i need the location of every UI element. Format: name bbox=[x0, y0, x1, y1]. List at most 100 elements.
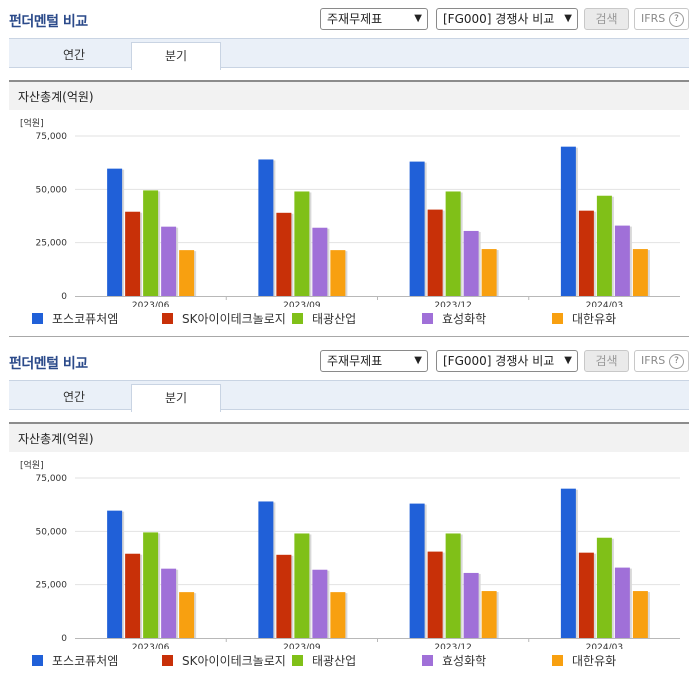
bar bbox=[179, 250, 195, 296]
legend-item[interactable]: 태광산업 bbox=[292, 310, 356, 327]
x-tick-label: 2023/12 bbox=[434, 301, 471, 307]
page-title: 펀더멘털 비교 bbox=[9, 356, 88, 372]
bar bbox=[560, 488, 576, 638]
chevron-down-icon: ▼ bbox=[414, 13, 422, 24]
legend-label: 효성화학 bbox=[442, 654, 487, 668]
y-tick-label: 25,000 bbox=[36, 581, 68, 591]
search-button[interactable]: 검색 bbox=[584, 350, 629, 372]
bar bbox=[330, 592, 346, 638]
divider bbox=[9, 336, 689, 337]
ifrs-label: IFRS bbox=[641, 12, 666, 25]
chevron-down-icon: ▼ bbox=[564, 13, 572, 24]
legend-item[interactable]: 대한유화 bbox=[552, 652, 616, 669]
bar bbox=[294, 533, 310, 638]
bar bbox=[596, 537, 612, 638]
y-unit-label: [억원] bbox=[20, 459, 44, 471]
legend-label: SK아이이테크놀로지 bbox=[182, 312, 286, 326]
bar bbox=[312, 227, 328, 296]
x-tick-label: 2023/12 bbox=[434, 643, 471, 649]
x-tick-label: 2023/09 bbox=[283, 643, 321, 649]
legend-label: 대한유화 bbox=[572, 312, 617, 326]
asset-bar-chart: [억원] 75,000 50,000 25,000 0 2023/06 2023/09 202… bbox=[20, 117, 680, 307]
legend-label: 대한유화 bbox=[572, 654, 617, 668]
bar bbox=[143, 532, 159, 638]
legend-item[interactable]: 포스코퓨처엠 bbox=[32, 310, 118, 327]
y-tick-label: 50,000 bbox=[36, 185, 68, 195]
bar bbox=[258, 159, 274, 296]
legend-label: 태광산업 bbox=[312, 312, 357, 326]
legend-swatch bbox=[162, 655, 173, 666]
bar bbox=[614, 225, 630, 296]
compare-select[interactable]: [FG000] 경쟁사 비교 ▼ bbox=[436, 8, 578, 30]
bar bbox=[427, 209, 443, 296]
bar bbox=[312, 569, 328, 638]
legend-swatch bbox=[422, 655, 433, 666]
legend-item[interactable]: 포스코퓨처엠 bbox=[32, 652, 118, 669]
ifrs-button[interactable]: IFRS ? bbox=[634, 8, 689, 30]
legend-item[interactable]: SK아이이테크놀로지 bbox=[162, 310, 286, 327]
legend-swatch bbox=[552, 655, 563, 666]
panel-header: 펀더멘털 비교 주재무제표 ▼ [FG000] 경쟁사 비교 ▼ 검색 IFRS… bbox=[0, 342, 696, 380]
tab-quarterly[interactable]: 분기 bbox=[131, 42, 221, 70]
legend-swatch bbox=[162, 313, 173, 324]
legend-label: 효성화학 bbox=[442, 312, 487, 326]
statement-select-value: 주재무제표 bbox=[327, 354, 383, 368]
y-unit-label: [억원] bbox=[20, 117, 44, 129]
y-tick-label: 75,000 bbox=[36, 474, 68, 484]
fundamental-panel-1: 펀더멘털 비교 주재무제표 ▼ [FG000] 경쟁사 비교 ▼ 검색 IFRS… bbox=[0, 8, 696, 337]
compare-select-value: [FG000] 경쟁사 비교 bbox=[443, 354, 555, 368]
statement-select[interactable]: 주재무제표 ▼ bbox=[320, 350, 428, 372]
statement-select[interactable]: 주재무제표 ▼ bbox=[320, 8, 428, 30]
bar bbox=[409, 161, 425, 296]
legend-label: 태광산업 bbox=[312, 654, 357, 668]
legend-item[interactable]: 효성화학 bbox=[422, 310, 486, 327]
tab-annual[interactable]: 연간 bbox=[62, 390, 86, 404]
search-button[interactable]: 검색 bbox=[584, 8, 629, 30]
legend-item[interactable]: 효성화학 bbox=[422, 652, 486, 669]
tab-annual[interactable]: 연간 bbox=[62, 48, 86, 62]
period-tabs: 연간 분기 bbox=[9, 38, 689, 70]
chart-legend: 포스코퓨처엠 SK아이이테크놀로지 태광산업 효성화학 대한유화 bbox=[0, 652, 696, 672]
legend-item[interactable]: SK아이이테크놀로지 bbox=[162, 652, 286, 669]
legend-label: 포스코퓨처엠 bbox=[52, 312, 119, 326]
legend-swatch bbox=[422, 313, 433, 324]
bar bbox=[632, 591, 648, 638]
legend-label: 포스코퓨처엠 bbox=[52, 654, 119, 668]
y-tick-label: 75,000 bbox=[36, 132, 68, 142]
bar bbox=[427, 551, 443, 638]
help-icon[interactable]: ? bbox=[669, 354, 684, 369]
legend-swatch bbox=[552, 313, 563, 324]
bar bbox=[632, 249, 648, 296]
help-icon[interactable]: ? bbox=[669, 12, 684, 27]
tab-quarterly[interactable]: 분기 bbox=[131, 384, 221, 412]
compare-select[interactable]: [FG000] 경쟁사 비교 ▼ bbox=[436, 350, 578, 372]
ifrs-label: IFRS bbox=[641, 354, 666, 367]
y-tick-label: 25,000 bbox=[36, 239, 68, 249]
bar bbox=[161, 226, 177, 296]
bar bbox=[107, 510, 123, 638]
bar bbox=[578, 210, 594, 296]
section-header: 자산총계(억원) bbox=[9, 422, 689, 452]
chevron-down-icon: ▼ bbox=[414, 355, 422, 366]
bar bbox=[481, 591, 497, 638]
bar bbox=[409, 503, 425, 638]
x-tick-label: 2024/03 bbox=[586, 301, 623, 307]
bar bbox=[107, 168, 123, 296]
x-tick-label: 2024/03 bbox=[586, 643, 623, 649]
legend-item[interactable]: 대한유화 bbox=[552, 310, 616, 327]
section-title: 자산총계(억원) bbox=[18, 432, 94, 446]
ifrs-button[interactable]: IFRS ? bbox=[634, 350, 689, 372]
bar bbox=[125, 211, 141, 296]
bar bbox=[445, 191, 461, 296]
bar bbox=[560, 146, 576, 296]
chart-legend: 포스코퓨처엠 SK아이이테크놀로지 태광산업 효성화학 대한유화 bbox=[0, 310, 696, 330]
bar bbox=[294, 191, 310, 296]
page-title: 펀더멘털 비교 bbox=[9, 14, 88, 30]
legend-swatch bbox=[292, 655, 303, 666]
legend-item[interactable]: 태광산업 bbox=[292, 652, 356, 669]
period-tabs: 연간 분기 bbox=[9, 380, 689, 412]
bar bbox=[445, 533, 461, 638]
legend-swatch bbox=[32, 313, 43, 324]
y-tick-label: 0 bbox=[61, 292, 67, 302]
y-tick-label: 0 bbox=[61, 634, 67, 644]
